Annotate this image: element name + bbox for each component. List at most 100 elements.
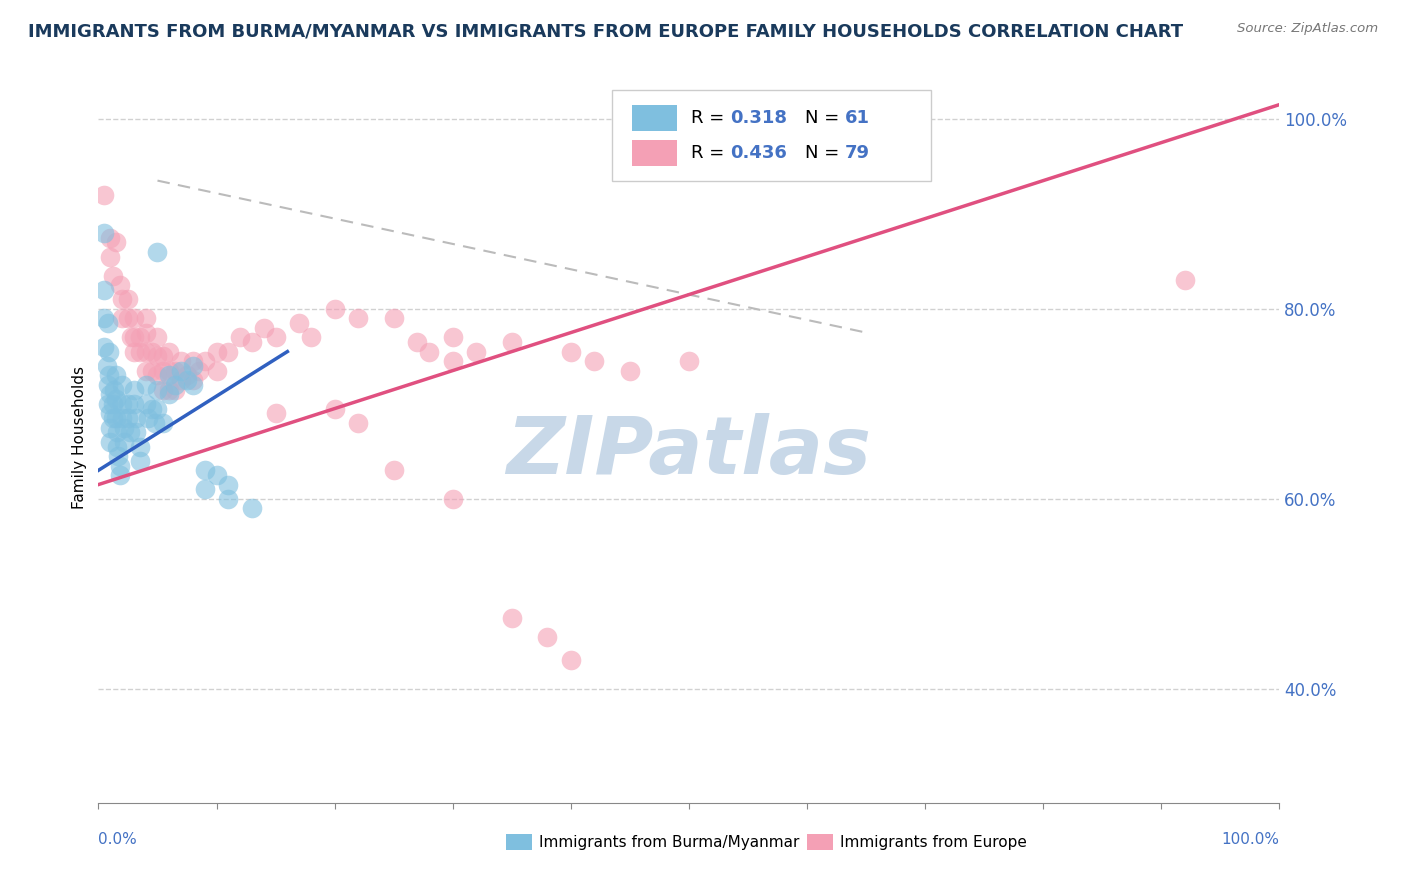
Point — [105, 368, 128, 383]
Text: 79: 79 — [845, 145, 870, 162]
Point — [418, 344, 440, 359]
Text: 0.318: 0.318 — [730, 109, 787, 128]
Point — [117, 397, 139, 411]
Text: N =: N = — [804, 145, 845, 162]
Text: Immigrants from Burma/Myanmar: Immigrants from Burma/Myanmar — [538, 835, 800, 850]
Point — [205, 344, 228, 359]
Point — [217, 477, 239, 491]
Point — [217, 344, 239, 359]
Point — [382, 311, 405, 326]
Y-axis label: Family Households: Family Households — [72, 366, 87, 508]
Point — [146, 330, 169, 344]
Point — [111, 311, 134, 326]
Point — [93, 311, 115, 326]
Point — [157, 383, 180, 397]
Point — [98, 420, 121, 434]
Point — [108, 458, 131, 473]
Point — [101, 411, 124, 425]
Point — [560, 653, 582, 667]
Point — [98, 406, 121, 420]
Text: 61: 61 — [845, 109, 870, 128]
Point — [98, 434, 121, 449]
Point — [98, 250, 121, 264]
Point — [347, 311, 370, 326]
Point — [96, 359, 118, 373]
Point — [170, 363, 193, 377]
Point — [382, 463, 405, 477]
Point — [93, 283, 115, 297]
Point — [122, 330, 145, 344]
Point — [347, 416, 370, 430]
Point — [105, 440, 128, 454]
Point — [97, 377, 120, 392]
Point — [264, 330, 287, 344]
Point — [194, 483, 217, 497]
Text: 0.436: 0.436 — [730, 145, 787, 162]
Point — [152, 416, 174, 430]
Point — [98, 387, 121, 401]
Point — [97, 316, 120, 330]
Point — [108, 468, 131, 483]
Point — [441, 491, 464, 506]
Point — [141, 363, 163, 377]
Point — [465, 344, 488, 359]
Point — [93, 226, 115, 240]
Point — [157, 387, 180, 401]
Point — [117, 411, 139, 425]
Point — [176, 368, 198, 383]
Point — [441, 354, 464, 368]
Point — [120, 425, 142, 440]
Text: R =: R = — [692, 145, 730, 162]
Point — [152, 363, 174, 377]
Point — [194, 463, 217, 477]
Point — [678, 354, 700, 368]
Point — [128, 330, 150, 344]
Point — [170, 373, 193, 387]
Point — [135, 363, 157, 377]
Text: 100.0%: 100.0% — [1222, 832, 1279, 847]
Point — [141, 401, 163, 416]
Point — [560, 344, 582, 359]
Point — [323, 301, 346, 316]
Point — [1174, 273, 1197, 287]
FancyBboxPatch shape — [612, 90, 931, 181]
Point — [122, 311, 145, 326]
Point — [194, 354, 217, 368]
Point — [141, 344, 163, 359]
Point — [146, 368, 169, 383]
Point — [181, 377, 204, 392]
Text: Source: ZipAtlas.com: Source: ZipAtlas.com — [1237, 22, 1378, 36]
Point — [441, 330, 464, 344]
Point — [122, 397, 145, 411]
Point — [108, 278, 131, 293]
Point — [93, 340, 115, 354]
Point — [253, 321, 276, 335]
Point — [125, 411, 148, 425]
Point — [98, 230, 121, 244]
Point — [264, 406, 287, 420]
FancyBboxPatch shape — [633, 140, 678, 167]
Point — [122, 344, 145, 359]
Point — [157, 363, 180, 377]
Point — [157, 368, 180, 383]
Point — [181, 359, 204, 373]
Point — [165, 377, 187, 392]
Point — [501, 610, 523, 624]
Text: R =: R = — [692, 109, 730, 128]
Point — [165, 363, 187, 377]
Point — [125, 425, 148, 440]
Point — [152, 349, 174, 363]
Text: IMMIGRANTS FROM BURMA/MYANMAR VS IMMIGRANTS FROM EUROPE FAMILY HOUSEHOLDS CORREL: IMMIGRANTS FROM BURMA/MYANMAR VS IMMIGRA… — [28, 22, 1184, 40]
Point — [128, 344, 150, 359]
Point — [146, 349, 169, 363]
Point — [101, 268, 124, 283]
Point — [128, 454, 150, 468]
Point — [406, 335, 429, 350]
Point — [240, 335, 263, 350]
Point — [229, 330, 252, 344]
Point — [103, 383, 125, 397]
Point — [146, 383, 169, 397]
Point — [117, 293, 139, 307]
Text: Immigrants from Europe: Immigrants from Europe — [841, 835, 1026, 850]
Point — [135, 377, 157, 392]
